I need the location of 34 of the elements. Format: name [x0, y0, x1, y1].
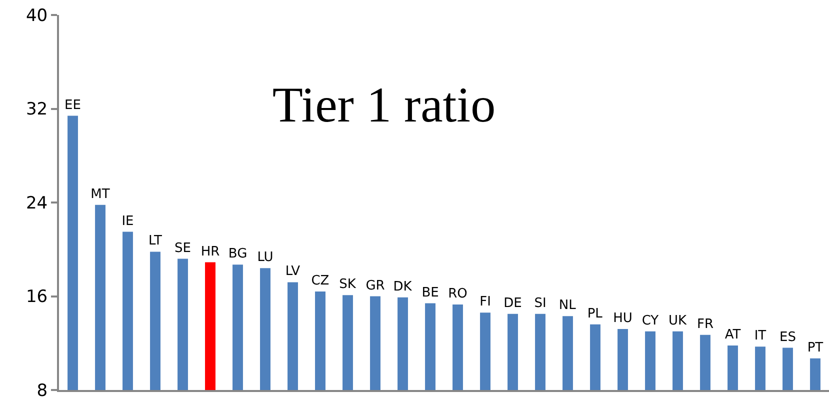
x-tick-label: CZ [311, 274, 330, 289]
x-tick-label: AT [724, 327, 741, 342]
y-tick-label: 40 [26, 6, 48, 26]
x-tick-label: PT [807, 340, 824, 356]
x-tick-label: EE [64, 98, 81, 113]
x-tick-label: LV [285, 264, 300, 280]
x-tick-label: DK [393, 279, 412, 294]
x-tick-label: SI [534, 296, 546, 311]
x-tick-label: FR [696, 316, 714, 332]
text: Tier 1 ratio [272, 76, 496, 132]
x-tick-label: PL [587, 306, 604, 322]
x-tick-label: BG [228, 246, 248, 262]
x-tick-label: NL [558, 298, 577, 314]
x-tick-label: DE [504, 296, 522, 311]
y-tick-label: 24 [26, 193, 48, 214]
x-tick-label: MT [90, 186, 110, 202]
x-tick-label: IE [122, 214, 134, 229]
x-tick-label: HR [200, 244, 220, 260]
x-tick-label: RO [448, 286, 468, 302]
x-tick-label: IT [754, 328, 766, 344]
y-tick-label: 8 [36, 380, 48, 401]
x-tick-label: BE [422, 285, 439, 300]
y-tick-label: 16 [26, 287, 48, 308]
x-tick-label: FI [480, 294, 491, 310]
x-tick-label: UK [668, 313, 688, 328]
x-tick-label: SE [174, 240, 191, 256]
x-tick-label: GR [366, 278, 385, 294]
x-tick-label: CY [642, 313, 659, 328]
x-tick-label: LT [148, 234, 162, 249]
x-tick-label: HU [613, 311, 632, 326]
x-tick-label: SK [339, 277, 356, 292]
x-tick-label: ES [780, 330, 796, 345]
x-tick-label: LU [257, 250, 274, 266]
y-tick-label: 32 [26, 100, 48, 120]
